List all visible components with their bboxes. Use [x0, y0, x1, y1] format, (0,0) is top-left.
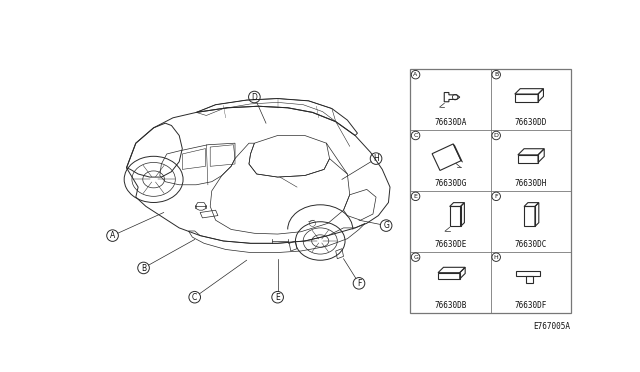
Text: 76630DD: 76630DD — [515, 118, 547, 127]
Text: 76630DA: 76630DA — [435, 118, 467, 127]
Text: A: A — [110, 231, 115, 240]
Text: E: E — [413, 194, 417, 199]
Text: D: D — [252, 93, 257, 102]
Text: 76630DG: 76630DG — [435, 179, 467, 188]
Text: F: F — [357, 279, 361, 288]
Text: B: B — [494, 73, 499, 77]
Text: G: G — [413, 255, 418, 260]
Text: C: C — [413, 133, 418, 138]
Text: H: H — [373, 154, 379, 163]
Text: B: B — [141, 264, 146, 273]
Text: 76630DE: 76630DE — [435, 240, 467, 249]
Text: E: E — [275, 293, 280, 302]
Text: G: G — [383, 221, 389, 231]
Text: H: H — [494, 255, 499, 260]
Text: 76630DC: 76630DC — [515, 240, 547, 249]
Text: 76630DB: 76630DB — [435, 301, 467, 310]
Text: D: D — [493, 133, 499, 138]
Text: C: C — [192, 293, 197, 302]
Bar — [410, 69, 572, 312]
Text: F: F — [494, 194, 498, 199]
Text: 76630DF: 76630DF — [515, 301, 547, 310]
Text: E767005A: E767005A — [532, 322, 570, 331]
Text: 76630DH: 76630DH — [515, 179, 547, 188]
Text: A: A — [413, 73, 418, 77]
